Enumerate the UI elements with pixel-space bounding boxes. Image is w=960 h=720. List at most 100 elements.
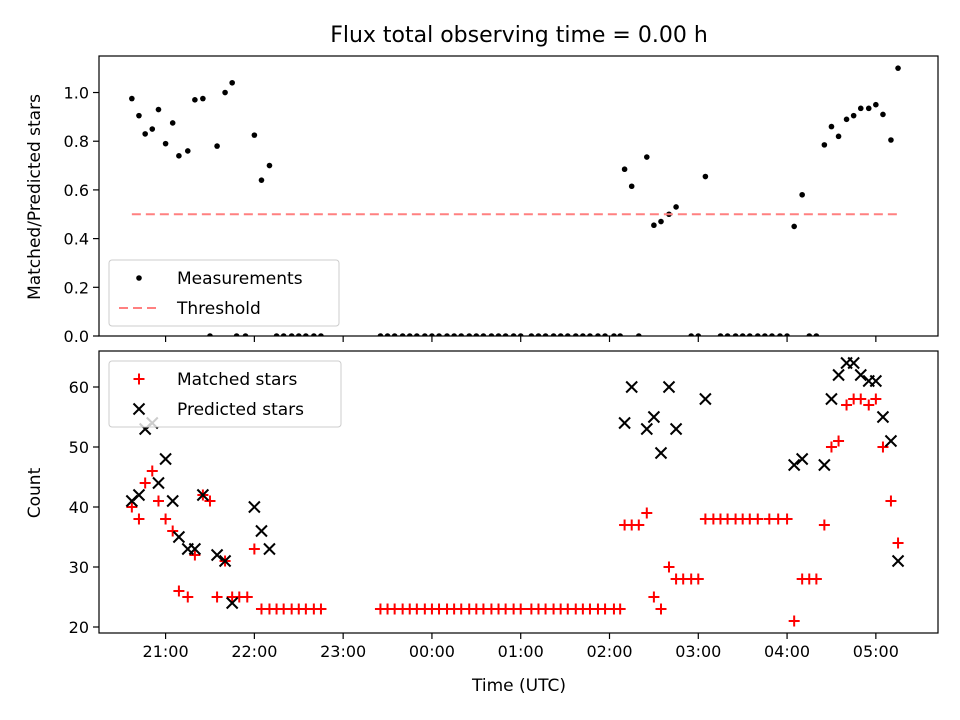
x-tick-label: 23:00 [320,642,366,661]
matched-stars-point [825,441,837,453]
measurements-point [658,218,664,225]
measurements-point [136,112,142,119]
measurements-point [602,333,608,336]
predicted-stars-point [647,410,661,424]
top-legend: Measurements Threshold [108,259,340,327]
measurements-point [651,222,657,229]
measurements-point [673,204,679,210]
top-y-tick-label: 1.0 [64,84,89,103]
measurements-point [784,333,790,336]
x-tick-label: 02:00 [586,642,632,661]
predicted-stars-point [669,422,683,436]
measurements-point [162,140,169,147]
bottom-y-tick-label: 30 [69,558,89,577]
measurements-point [587,333,593,336]
measurements-point [436,333,442,336]
measurements-point [813,333,820,336]
matched-stars-point [833,435,845,447]
measurements-point [406,333,413,336]
matched-stars-point [870,393,882,405]
predicted-stars-point [891,554,905,568]
measurements-point [422,333,428,336]
measurements-point [873,101,879,108]
predicted-stars-point [818,458,831,472]
x-tick-label: 05:00 [853,642,899,661]
measurements-point [473,333,480,336]
measurements-point [488,333,495,336]
measurements-point [273,333,280,336]
measurements-point [739,333,746,336]
legend-threshold-label: Threshold [176,299,261,319]
matched-stars-point [173,585,185,597]
measurements-point [280,333,287,336]
measurements-point [242,333,249,336]
top-y-axis-label: Matched/Predicted stars [25,94,45,300]
measurements-point [200,95,206,102]
matched-stars-point [248,543,260,555]
predicted-stars-point [152,476,165,490]
measurements-point [880,111,886,118]
measurements-point [717,333,724,336]
top-panel: 0.0 0.2 0.4 0.6 0.8 1.0 Measurements Threshold [64,55,939,346]
chart-title: Flux total observing time = 0.00 h [330,23,708,48]
x-tick-label: 04:00 [764,642,810,661]
matched-stars-point [841,399,853,411]
matched-stars-point [752,513,764,525]
x-tick-label: 03:00 [675,642,721,661]
predicted-stars-point [662,380,676,394]
measurements-point [251,132,258,138]
bottom-y-tick-label: 20 [69,618,89,637]
bottom-legend: Matched stars Predicted stars [108,360,342,428]
bottom-y-tick-label: 60 [69,378,89,397]
matched-stars-point [133,513,145,525]
measurements-point [628,183,635,190]
predicted-stars-point [218,554,232,568]
measurements-point [176,153,182,159]
predicted-stars-point [876,410,890,424]
matched-stars-point [810,573,822,585]
bottom-series-group [125,356,905,627]
measurements-point [777,333,783,336]
predicted-stars-point [854,368,867,382]
measurements-point [149,126,156,132]
measurements-point [229,79,235,86]
measurements-point [557,333,564,336]
measurements-point [318,333,324,336]
bottom-axes-frame [98,350,939,634]
matched-stars-point [863,399,875,411]
matched-stars-point [139,477,151,489]
measurements-point [564,333,571,336]
matched-stars-point [126,501,138,513]
top-y-tick-label: 0.6 [64,181,89,200]
measurements-point [142,131,148,137]
predicted-stars-point [640,422,653,436]
measurements-point [821,142,828,148]
measurements-point [702,173,709,180]
matched-stars-point [189,549,201,561]
measurements-point [155,106,162,113]
matched-stars-point [781,513,793,525]
measurements-point [311,333,317,336]
predicted-stars-point [832,368,845,382]
x-tick-label: 01:00 [498,642,544,661]
predicted-stars-point [884,434,898,448]
measurements-point [528,333,535,336]
measurements-point [724,333,731,336]
measurements-point [233,333,240,336]
measurements-point [258,177,265,183]
measurements-point [754,333,761,336]
measurements-point [480,333,487,336]
predicted-stars-point [869,374,883,388]
measurements-point [391,333,398,336]
bottom-legend-box [108,360,342,428]
matched-stars-point [633,519,645,531]
predicted-stars-point [787,458,801,472]
predicted-stars-point [795,452,809,466]
measurements-point [850,112,857,119]
measurements-point [169,120,176,126]
top-axes-frame [98,55,939,337]
predicted-stars-point [159,452,172,466]
measurements-point [636,333,642,336]
measurements-point [857,105,864,112]
bottom-y-tick-label: 40 [69,498,89,517]
